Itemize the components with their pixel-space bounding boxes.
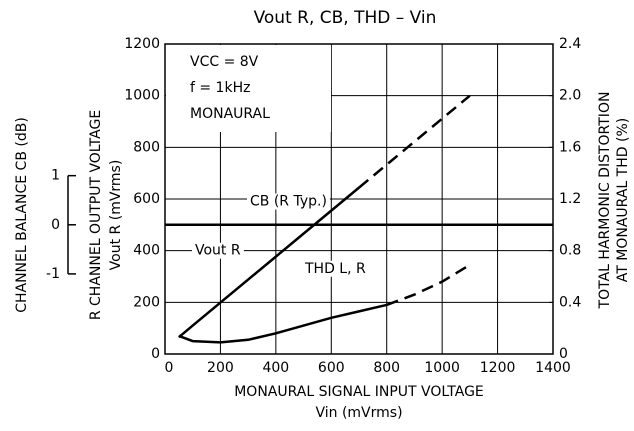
x-tick-label: 600 — [318, 360, 345, 376]
y-tick-label: 200 — [133, 294, 160, 310]
series-label-bg — [192, 242, 244, 259]
series-label-bg — [247, 193, 330, 210]
y-tick-label: 400 — [133, 243, 160, 259]
x-tick-label: 1000 — [424, 360, 460, 376]
y3-tick-label: 1 — [51, 168, 60, 184]
x-tick-label: 1400 — [535, 360, 571, 376]
y2-axis-label: TOTAL HARMONIC DISTORTION — [597, 92, 613, 310]
x-axis-unit: Vin (mVrms) — [315, 405, 402, 421]
y3-axis-label: CHANNEL BALANCE CB (dB) — [14, 117, 30, 313]
y-tick-label: 1000 — [124, 88, 160, 104]
series-label: Vout R — [195, 243, 241, 259]
y2-tick-label: 0 — [559, 346, 568, 362]
y3-tick-label: -1 — [46, 266, 60, 282]
y-tick-label: 0 — [151, 346, 160, 362]
annotation: VCC = 8V — [190, 54, 259, 70]
y2-axis-unit: AT MONAURAL THD (%) — [615, 118, 631, 282]
y-axis-unit: Vout R (mVrms) — [108, 160, 124, 271]
x-tick-label: 0 — [165, 360, 174, 376]
y-axis-label: R CHANNEL OUTPUT VOLTAGE — [88, 110, 104, 320]
x-axis-label: MONAURAL SIGNAL INPUT VOLTAGE — [234, 384, 484, 400]
series-label-bg — [301, 260, 370, 277]
y3-tick-label: 0 — [51, 217, 60, 233]
series-line — [358, 94, 471, 189]
y2-tick-label: 2.0 — [559, 88, 581, 104]
x-tick-label: 400 — [262, 360, 289, 376]
plot-frame — [164, 43, 554, 355]
y2-tick-label: 0.8 — [559, 243, 581, 259]
y-tick-label: 600 — [133, 191, 160, 207]
y-tick-label: 1200 — [124, 36, 160, 52]
x-tick-label: 1200 — [480, 360, 516, 376]
y2-tick-label: 0.4 — [559, 294, 581, 310]
y2-tick-label: 1.6 — [559, 139, 581, 155]
series-line — [386, 263, 471, 307]
annotation: MONAURAL — [190, 106, 270, 122]
y2-tick-label: 1.2 — [559, 191, 581, 207]
annotation-box — [166, 45, 331, 132]
series-line — [178, 303, 387, 344]
chart-title: Vout R, CB, THD – Vin — [254, 8, 437, 28]
series-label: THD L, R — [304, 261, 366, 277]
x-tick-label: 200 — [207, 360, 234, 376]
series-line — [178, 186, 360, 339]
y2-tick-label: 2.4 — [559, 36, 581, 52]
series-label: CB (R Typ.) — [250, 194, 327, 210]
y-tick-label: 800 — [133, 139, 160, 155]
x-tick-label: 800 — [373, 360, 400, 376]
annotation: f = 1kHz — [190, 80, 250, 96]
